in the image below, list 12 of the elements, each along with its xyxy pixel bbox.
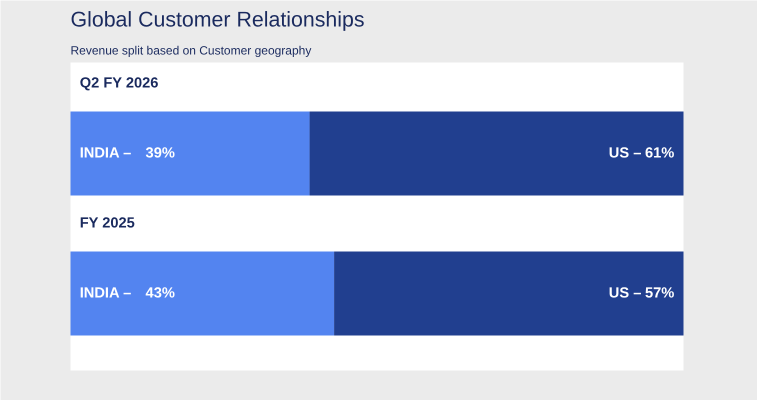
y-tick-label: FY 2025 (80, 216, 135, 232)
data-label: 61% (644, 146, 674, 162)
text: INDIA – (80, 286, 132, 302)
text: US – (608, 286, 642, 302)
data-label: 43% (146, 286, 175, 302)
series-label: INDIA – (80, 146, 132, 162)
chart-title: Global Customer Relationships (70, 8, 364, 32)
series-label: US – (608, 146, 642, 162)
y-tick-label: Q2 FY 2026 (80, 76, 158, 92)
data-label: 57% (644, 286, 674, 302)
text: Revenue split based on Customer geography (70, 44, 312, 58)
data-label: 39% (146, 146, 175, 162)
